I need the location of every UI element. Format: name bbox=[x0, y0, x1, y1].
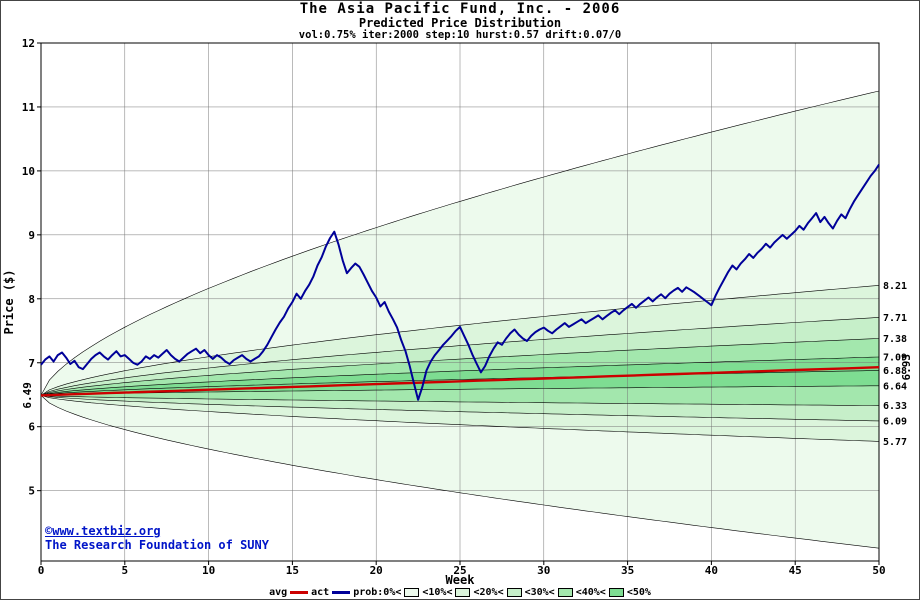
svg-text:Price ($): Price ($) bbox=[2, 269, 16, 334]
svg-text:7.71: 7.71 bbox=[883, 313, 907, 324]
watermark-org: The Research Foundation of SUNY bbox=[45, 538, 269, 552]
svg-text:15: 15 bbox=[286, 564, 299, 577]
band-10-swatch bbox=[404, 588, 420, 597]
svg-text:0: 0 bbox=[38, 564, 45, 577]
svg-text:6.64: 6.64 bbox=[883, 381, 907, 392]
svg-text:50: 50 bbox=[872, 564, 885, 577]
svg-text:6.93: 6.93 bbox=[900, 354, 913, 381]
band-40-swatch bbox=[557, 588, 573, 597]
page-subtitle: Predicted Price Distribution bbox=[358, 16, 562, 30]
title-block: The Asia Pacific Fund, Inc. - 2006 Predi… bbox=[1, 2, 919, 41]
svg-text:9: 9 bbox=[28, 229, 35, 242]
legend-avg-label: avg bbox=[269, 587, 288, 598]
svg-text:8.21: 8.21 bbox=[883, 281, 907, 292]
svg-text:5: 5 bbox=[121, 564, 128, 577]
svg-text:6.88: 6.88 bbox=[883, 366, 907, 377]
simulation-params: vol:0.75% iter:2000 step:10 hurst:0.57 d… bbox=[298, 29, 622, 41]
legend-band-50-label: <50% bbox=[626, 587, 651, 598]
avg-line-swatch bbox=[290, 591, 309, 594]
svg-text:45: 45 bbox=[789, 564, 802, 577]
band-30-swatch bbox=[506, 588, 522, 597]
svg-text:40: 40 bbox=[705, 564, 718, 577]
svg-text:10: 10 bbox=[22, 165, 35, 178]
svg-text:6.09: 6.09 bbox=[883, 416, 907, 427]
band-20-swatch bbox=[455, 588, 471, 597]
page-title: The Asia Pacific Fund, Inc. - 2006 bbox=[299, 1, 621, 17]
legend-band-40-label: <40%< bbox=[575, 587, 606, 598]
legend-act-label: act bbox=[311, 587, 330, 598]
svg-text:25: 25 bbox=[453, 564, 466, 577]
x-axis-title: Week bbox=[445, 573, 475, 587]
svg-text:7: 7 bbox=[28, 357, 35, 370]
svg-text:8: 8 bbox=[28, 293, 35, 306]
legend-prob-label: prob:0%< bbox=[353, 587, 402, 598]
band-50-swatch bbox=[608, 588, 624, 597]
svg-text:30: 30 bbox=[537, 564, 550, 577]
svg-text:6.49: 6.49 bbox=[21, 382, 34, 409]
watermark: ©www.textbiz.org The Research Foundation… bbox=[45, 524, 269, 552]
svg-text:10: 10 bbox=[202, 564, 215, 577]
watermark-link[interactable]: ©www.textbiz.org bbox=[45, 524, 161, 538]
svg-text:7.38: 7.38 bbox=[883, 334, 907, 345]
legend-band-10-label: <10%< bbox=[422, 587, 453, 598]
svg-text:35: 35 bbox=[621, 564, 634, 577]
svg-text:12: 12 bbox=[22, 37, 35, 50]
svg-text:6.33: 6.33 bbox=[883, 401, 907, 412]
svg-text:6: 6 bbox=[28, 421, 35, 434]
legend-band-20-label: <20%< bbox=[473, 587, 504, 598]
legend: avg act prob:0%< <10%< <20%< <30%< <40%<… bbox=[1, 587, 919, 598]
svg-text:5.77: 5.77 bbox=[883, 437, 907, 448]
act-line-swatch bbox=[332, 591, 351, 594]
svg-text:11: 11 bbox=[22, 101, 36, 114]
legend-band-30-label: <30%< bbox=[524, 587, 555, 598]
svg-text:20: 20 bbox=[370, 564, 383, 577]
svg-text:5: 5 bbox=[28, 485, 35, 498]
svg-text:7.09: 7.09 bbox=[883, 352, 907, 363]
